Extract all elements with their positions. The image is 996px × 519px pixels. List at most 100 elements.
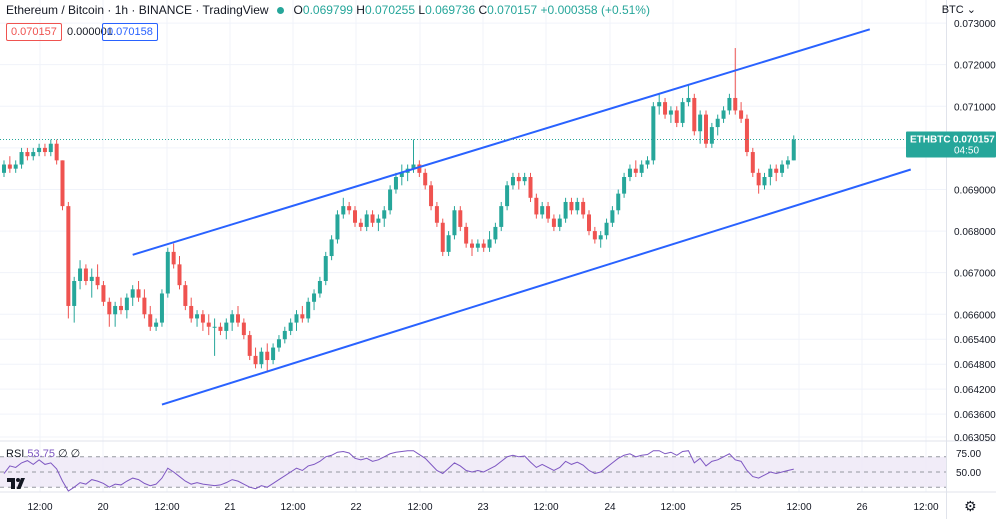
candle — [364, 210, 369, 232]
candle-body — [113, 305, 118, 315]
rsi-legend[interactable]: RSI 53.75 ∅ ∅ — [6, 447, 80, 460]
sell-price-button[interactable]: 0.070157 — [6, 23, 62, 41]
candle — [417, 160, 422, 177]
settings-gear-icon[interactable]: ⚙ — [964, 498, 977, 514]
candle — [353, 206, 357, 227]
candle — [230, 310, 235, 331]
price-tick-label: 0.073000 — [954, 19, 996, 30]
candle — [709, 122, 714, 148]
candle — [341, 197, 346, 219]
candle-body — [130, 289, 135, 298]
candle — [119, 297, 123, 315]
time-axis[interactable]: 12:00 20 12:00 21 12:00 22 12:00 23 12:00 24 12:00… — [27, 502, 938, 513]
candle-body — [13, 164, 18, 169]
close-value: 0.070157 — [487, 3, 538, 17]
candle — [663, 97, 668, 119]
time-tick-label: 21 — [224, 502, 236, 513]
candle — [54, 139, 59, 165]
candle-body — [423, 172, 428, 186]
candle — [236, 305, 240, 327]
candle-body — [499, 206, 504, 227]
ohlc-values: O0.069799 H0.070255 L0.069736 C0.070157 … — [293, 3, 650, 17]
candle-body — [645, 160, 650, 165]
candle — [686, 85, 691, 107]
candle — [130, 285, 135, 306]
candle-body — [148, 314, 153, 327]
tradingview-logo-icon[interactable] — [6, 474, 28, 492]
candle-body — [177, 264, 182, 286]
candle — [750, 147, 755, 177]
time-tick-label: 12:00 — [533, 502, 558, 513]
candle — [692, 93, 697, 136]
symbol-title[interactable]: Ethereum / Bitcoin · 1h · BINANCE · Trad… — [6, 3, 269, 17]
last-price-label-bg — [906, 131, 996, 158]
candle — [534, 193, 539, 219]
candle — [195, 310, 200, 327]
candle — [83, 264, 88, 286]
candle — [189, 297, 194, 323]
candle — [657, 93, 662, 115]
candle-body — [575, 201, 580, 211]
candle — [323, 251, 328, 286]
last-price-value: 0.070157 — [953, 135, 995, 146]
candle — [124, 293, 129, 319]
candle-body — [493, 226, 498, 240]
candle-body — [399, 172, 404, 177]
candle-body — [60, 160, 65, 207]
candle-body — [107, 301, 112, 315]
candle-body — [124, 297, 129, 311]
candle — [25, 147, 30, 161]
price-tick-label: 0.071000 — [954, 102, 996, 113]
candle-body — [288, 322, 293, 331]
candle-body — [312, 293, 317, 302]
candle — [388, 185, 393, 215]
candle — [317, 276, 322, 298]
candle — [165, 247, 170, 298]
symbol-header[interactable]: Ethereum / Bitcoin · 1h · BINANCE · Trad… — [6, 3, 650, 17]
candle — [200, 310, 205, 331]
candle-body — [353, 210, 357, 223]
candle — [329, 235, 334, 261]
candle-body — [370, 214, 375, 223]
candle — [60, 160, 65, 211]
trendlines[interactable] — [132, 28, 912, 406]
rsi-tick-label: 50.00 — [956, 468, 981, 479]
candle-body — [335, 214, 340, 240]
rsi-extra: ∅ ∅ — [58, 448, 81, 460]
candles — [2, 48, 796, 373]
candle-body — [224, 322, 229, 331]
candle — [704, 110, 708, 148]
candle-body — [247, 335, 252, 356]
candle — [282, 326, 287, 344]
candle — [727, 93, 732, 115]
candle — [481, 239, 486, 252]
candle — [522, 172, 527, 186]
candle — [89, 268, 94, 298]
candle-body — [780, 164, 785, 173]
spread-value: 0.000001 — [67, 26, 113, 38]
candle — [148, 305, 153, 331]
buy-price-button[interactable]: 0.070158 — [102, 23, 158, 41]
price-axis[interactable]: 0.0730000.0720000.0710000.0700000.069000… — [954, 19, 996, 444]
candle — [183, 281, 188, 311]
trendline — [132, 28, 871, 256]
candle-body — [598, 235, 603, 240]
candle — [475, 239, 480, 252]
candle-body — [739, 110, 744, 119]
candle — [411, 139, 416, 173]
candle-body — [189, 305, 194, 319]
currency-selector[interactable]: BTC ⌄ — [941, 4, 976, 16]
candle — [171, 243, 176, 269]
candle — [551, 214, 556, 232]
candle — [218, 322, 223, 336]
candle-body — [785, 160, 790, 165]
candle-body — [674, 110, 679, 123]
candle-body — [165, 251, 170, 294]
candle — [516, 172, 521, 190]
candle-body — [300, 314, 305, 319]
candle — [177, 256, 182, 290]
candle — [768, 164, 773, 186]
candle-body — [376, 218, 381, 223]
candle — [739, 102, 744, 123]
